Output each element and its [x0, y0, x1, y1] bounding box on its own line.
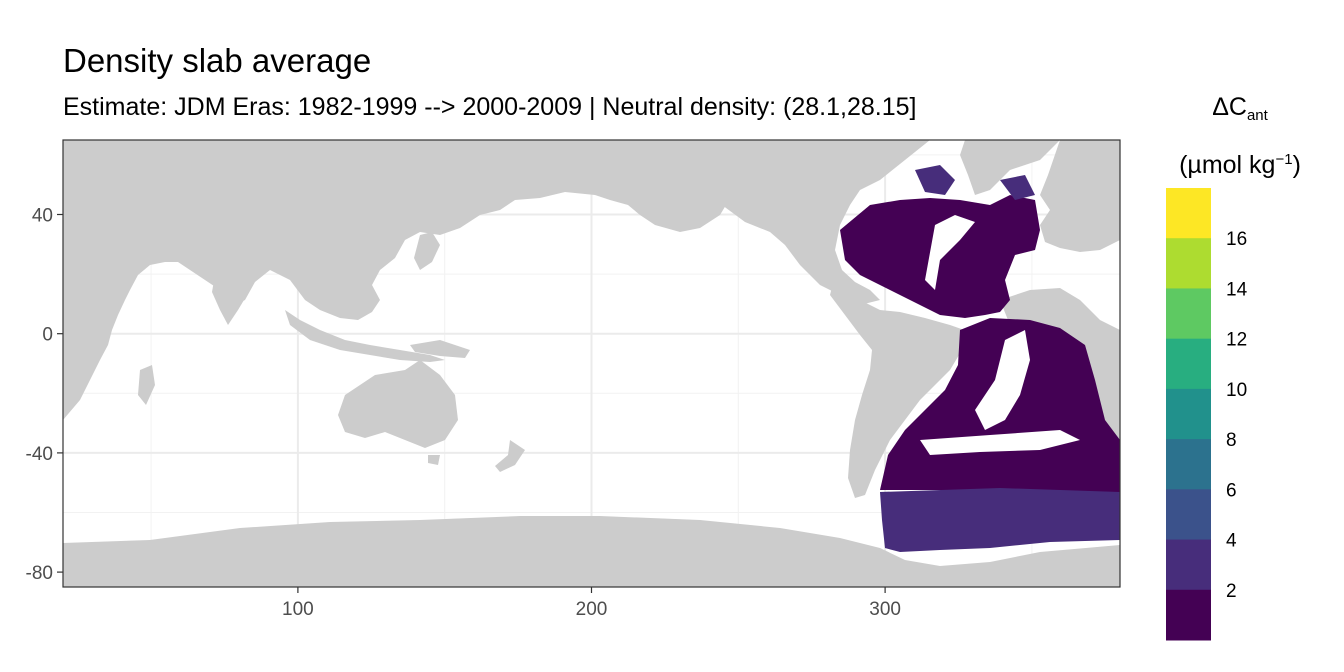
legend-tick-label: 14 — [1226, 279, 1248, 300]
chart-subtitle: Estimate: JDM Eras: 1982-1999 --> 2000-2… — [63, 93, 917, 121]
land-south-america — [830, 275, 970, 498]
land-india — [212, 275, 250, 325]
legend-title-unit: (µmol kg — [1179, 151, 1276, 179]
legend-swatch — [1166, 539, 1211, 591]
legend-tick-label: 6 — [1226, 480, 1237, 501]
data-cell-weddell-sea — [880, 488, 1120, 552]
land-europe — [1040, 140, 1120, 252]
legend-swatch — [1166, 188, 1211, 239]
legend-title-sub: ant — [1246, 107, 1268, 124]
legend-tick-label: 4 — [1226, 531, 1237, 552]
legend-swatch — [1166, 388, 1211, 440]
land-eurasia — [63, 140, 735, 420]
data-gap-south-ridge — [975, 330, 1030, 430]
land-north-america — [690, 140, 930, 305]
chart-title: Density slab average — [63, 42, 372, 79]
legend-tick-label: 2 — [1226, 581, 1237, 602]
land-greenland — [960, 140, 1060, 195]
legend-title-close: ) — [1292, 151, 1301, 179]
land-tasmania — [428, 455, 440, 465]
legend-swatch — [1166, 489, 1211, 541]
data-cell-labrador-sea — [915, 165, 955, 195]
legend-title-sup: −1 — [1275, 151, 1293, 168]
data-layer — [840, 165, 1120, 552]
data-cell-nordic-seas — [1000, 175, 1035, 200]
x-tick-label: 100 — [282, 599, 314, 620]
legend-tick-label: 16 — [1226, 229, 1247, 250]
land-japan — [414, 232, 440, 270]
land-new-zealand — [495, 440, 525, 472]
land-madagascar — [138, 365, 155, 405]
y-tick-label: 40 — [32, 206, 53, 227]
legend-swatch — [1166, 288, 1211, 340]
legend-swatch — [1166, 238, 1211, 289]
y-tick-label: -40 — [26, 444, 53, 465]
data-gap-mid-atlantic-ridge — [925, 215, 975, 290]
legend-tick-label: 10 — [1226, 380, 1247, 401]
y-axis: 40 0 -40 -80 — [26, 206, 63, 584]
legend-swatch — [1166, 589, 1211, 641]
x-tick-label: 200 — [576, 599, 608, 620]
data-gap-scotia — [920, 430, 1080, 455]
legend-swatch — [1166, 338, 1211, 390]
legend-title-main: ΔC — [1212, 93, 1247, 121]
x-axis: 100 200 300 — [282, 587, 901, 620]
legend-swatch — [1166, 439, 1211, 490]
x-tick-label: 300 — [869, 599, 901, 620]
legend-tick-label: 8 — [1226, 430, 1237, 451]
land-antarctica — [63, 516, 1120, 587]
land-new-guinea — [410, 340, 470, 358]
y-tick-label: -80 — [26, 563, 53, 584]
legend-title: ΔCant (µmol kg−1) — [1160, 85, 1320, 187]
legend-tick-label: 12 — [1226, 330, 1247, 351]
land-indonesia — [285, 310, 445, 362]
y-tick-label: 0 — [42, 325, 53, 346]
legend: 2 4 6 8 10 12 14 16 — [1166, 188, 1248, 641]
land-australia — [338, 360, 458, 448]
